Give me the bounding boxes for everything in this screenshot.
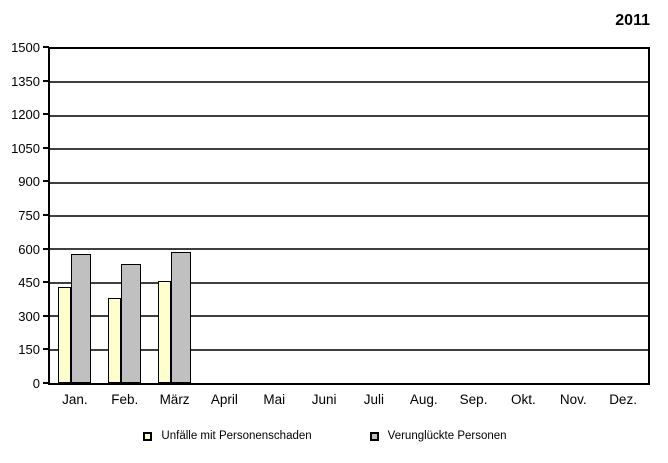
x-axis-label-März: März	[159, 392, 190, 407]
gridline-750	[50, 215, 648, 217]
x-axis-label-Sep: Sep.	[459, 392, 488, 407]
gridline-900	[50, 181, 648, 184]
x-axis-label-Jan: Jan.	[62, 392, 88, 407]
bar-verungglueckte-Jan	[71, 254, 92, 383]
y-axis-label-300: 300	[18, 308, 40, 324]
y-axis-tick	[43, 247, 49, 250]
x-axis-label-Juli: Juli	[363, 392, 385, 407]
y-axis-label-1350: 1350	[11, 73, 40, 89]
x-axis-label-Feb: Feb.	[111, 392, 139, 407]
y-axis-tick	[43, 314, 49, 317]
y-axis-label-1050: 1050	[11, 140, 40, 156]
y-axis-tick	[43, 46, 49, 48]
y-axis-label-750: 750	[18, 208, 40, 223]
bar-verungglueckte-Feb	[121, 264, 142, 383]
gridline-1050	[50, 148, 648, 151]
legend-item-verungglueckte: Verunglückte Personen	[369, 430, 507, 442]
y-axis-label-1200: 1200	[11, 107, 40, 123]
legend-label: Verunglückte Personen	[387, 430, 507, 442]
y-axis-tick	[43, 348, 49, 351]
bar-unfaelle-Feb	[108, 298, 122, 383]
bar-unfaelle-März	[158, 281, 172, 383]
x-axis-label-Aug: Aug.	[409, 392, 438, 407]
y-axis-tick	[43, 113, 49, 116]
plot-inner	[50, 49, 648, 383]
x-axis-label-Mai: Mai	[263, 392, 286, 407]
x-axis-label-Nov: Nov.	[559, 392, 587, 407]
y-axis-label-1500: 1500	[11, 40, 40, 55]
x-axis-label-Dez: Dez.	[609, 392, 637, 407]
legend: Unfälle mit Personenschaden Verunglückte …	[0, 430, 650, 442]
chart-year-title: 2011	[615, 12, 650, 29]
plot-area	[48, 47, 650, 385]
gridline-300	[50, 315, 648, 318]
y-axis-tick	[43, 214, 49, 216]
bar-unfaelle-Jan	[58, 287, 72, 383]
y-axis-tick	[43, 146, 49, 149]
legend-item-unfaelle: Unfälle mit Personenschaden	[143, 430, 312, 442]
y-axis-label-0: 0	[32, 376, 40, 391]
y-axis-tick	[43, 382, 49, 384]
x-axis-label-April: April	[210, 392, 238, 407]
y-axis-label-900: 900	[18, 174, 40, 190]
x-axis-label-Juni: Juni	[311, 392, 337, 407]
legend-marker-icon	[369, 431, 379, 441]
gridline-600	[50, 248, 648, 251]
x-axis-label-Okt: Okt.	[511, 392, 536, 407]
y-axis-label-600: 600	[18, 241, 40, 257]
gridline-1350	[50, 81, 648, 84]
y-axis-label-450: 450	[18, 275, 40, 291]
y-axis-label-150: 150	[18, 342, 40, 358]
gridline-450	[50, 281, 648, 284]
y-axis-tick	[43, 180, 49, 183]
gridline-150	[50, 348, 648, 351]
gridline-1200	[50, 114, 648, 117]
bar-verungglueckte-März	[171, 252, 192, 383]
y-axis-tick	[43, 79, 49, 82]
legend-label: Unfälle mit Personenschaden	[161, 430, 312, 442]
y-axis-tick	[43, 281, 49, 284]
legend-marker-icon	[143, 431, 153, 441]
